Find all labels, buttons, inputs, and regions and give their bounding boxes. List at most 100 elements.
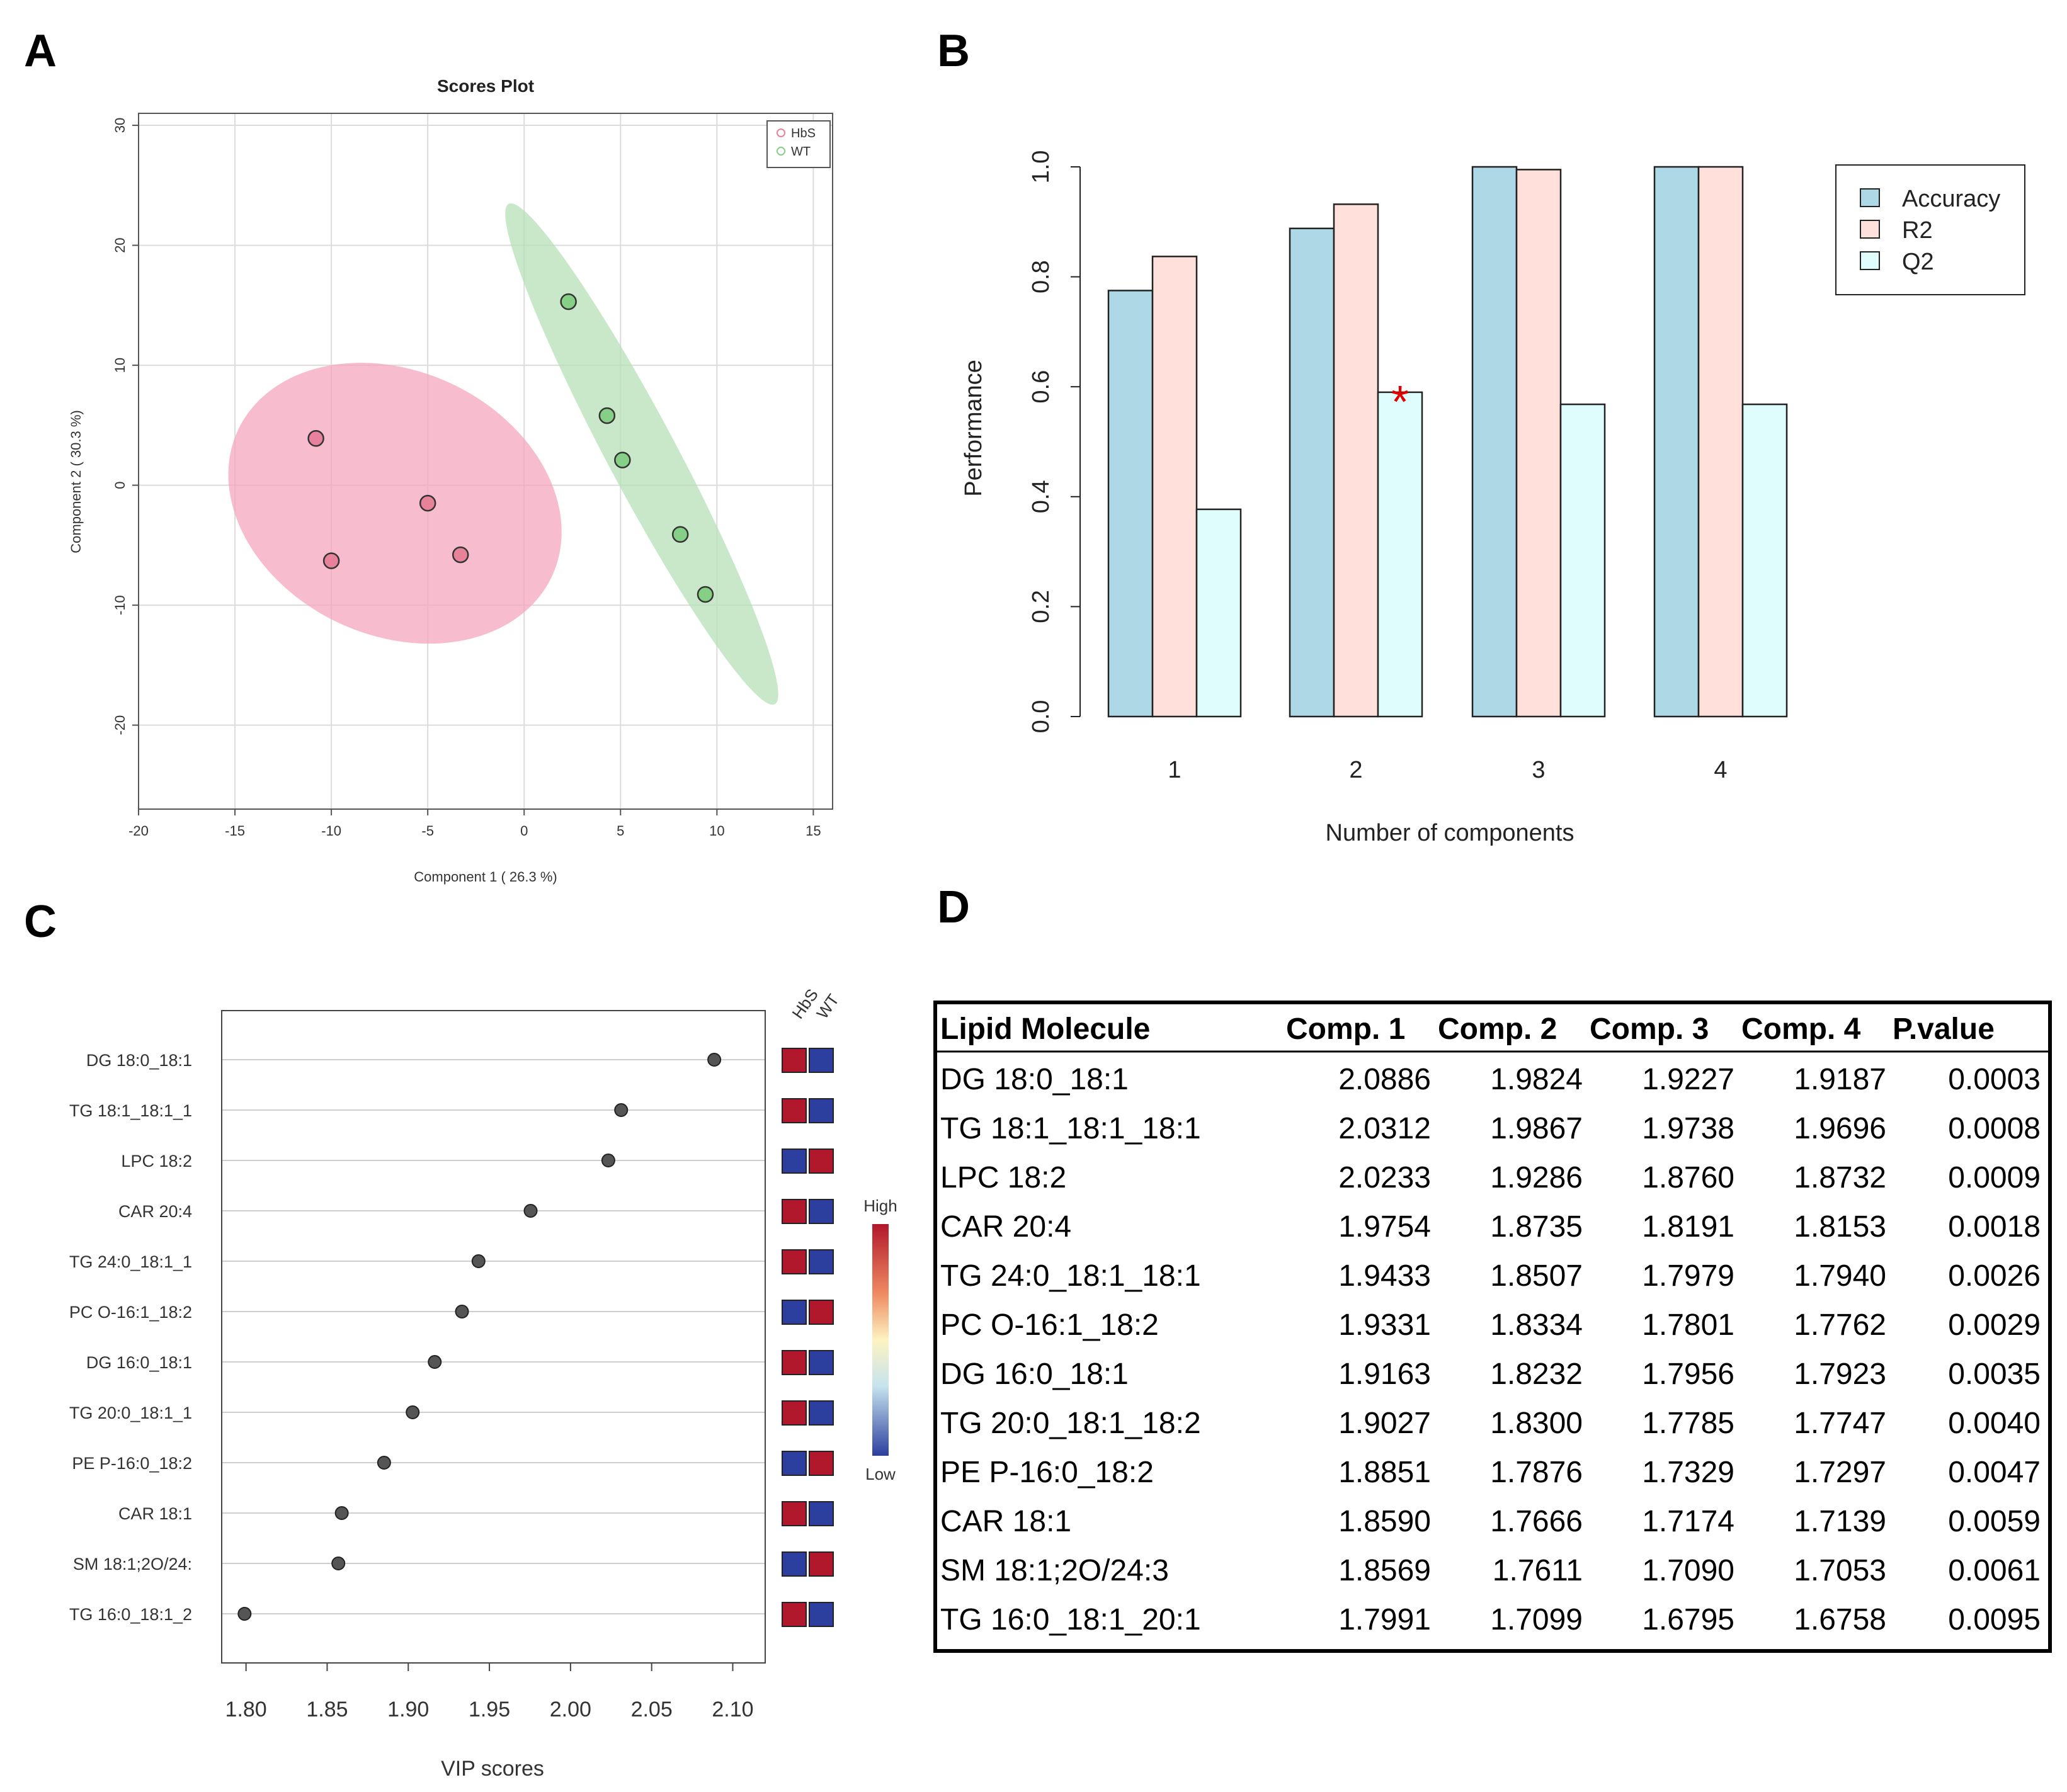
table-cell: TG 24:0_18:1_18:1 (940, 1259, 1201, 1293)
vip-table-panel: Lipid Molecule Comp. 1 Comp. 2 Comp. 3 Comp.… (933, 1001, 2052, 1653)
vip-lipid-label: SM 18:1;2O/24: (73, 1555, 192, 1574)
panel-letter-d: D (937, 882, 970, 933)
table-cell: 0.0040 (1948, 1407, 2041, 1440)
table-header-cell: P.value (1893, 1012, 1995, 1046)
wt-level-box (809, 1048, 834, 1073)
table-cell: 1.8851 (1338, 1456, 1431, 1489)
hbs-level-box (782, 1199, 807, 1224)
legend-hbs-label: HbS (791, 127, 816, 140)
r2-bar (1151, 256, 1198, 718)
table-cell: CAR 20:4 (940, 1210, 1071, 1244)
vip-table-frame (933, 1001, 2052, 1653)
wt-level-box (809, 1098, 834, 1123)
vip-dot (455, 1305, 469, 1318)
table-cell: 1.8760 (1642, 1161, 1734, 1194)
table-cell: 1.7940 (1794, 1259, 1886, 1293)
hbs-level-box (782, 1551, 807, 1577)
vip-dot (523, 1204, 538, 1218)
color-scale-bar (872, 1224, 889, 1456)
table-cell: 1.9867 (1490, 1112, 1583, 1145)
table-cell: 1.8569 (1338, 1554, 1431, 1587)
table-cell: 0.0018 (1948, 1210, 2041, 1244)
table-cell: 1.7801 (1642, 1308, 1734, 1342)
table-cell: 1.9433 (1338, 1259, 1431, 1293)
table-cell: 1.7876 (1490, 1456, 1583, 1489)
vip-dots (237, 1053, 722, 1621)
performance-legend: Accuracy R2 Q2 (1835, 164, 2025, 295)
table-cell: 1.9824 (1490, 1063, 1583, 1096)
panel-letter-b: B (937, 26, 970, 76)
scores-y-tick-label: -20 (112, 715, 128, 735)
table-cell: 1.8334 (1490, 1308, 1583, 1342)
vip-x-label: VIP scores (441, 1757, 544, 1781)
vip-dot (334, 1506, 349, 1520)
scores-x-tick-label: -20 (128, 823, 149, 839)
vip-dot (614, 1103, 629, 1117)
performance-panel: 0.0 0.2 0.4 0.6 0.8 1.0 1 2 3 4 * Number of comp… (960, 150, 2025, 846)
hbs-level-box (782, 1501, 807, 1526)
table-cell: 2.0312 (1338, 1112, 1431, 1145)
table-header-cell: Comp. 1 (1286, 1012, 1405, 1046)
wt-level-box (809, 1249, 834, 1274)
q2-bar (1377, 391, 1423, 718)
vip-table-body: DG 18:0_18:1 2.0886 1.9824 1.9227 1.9187 0.00… (940, 1063, 2041, 1636)
color-scale-high-label: High (863, 1196, 897, 1215)
scores-x-tick-label: -5 (421, 823, 434, 839)
vip-x-tick-label: 1.90 (387, 1698, 429, 1721)
vip-dot (601, 1154, 615, 1167)
vip-lipid-label: TG 24:0_18:1_1 (69, 1252, 192, 1271)
table-cell: 1.7923 (1794, 1358, 1886, 1391)
table-cell: 1.7979 (1642, 1259, 1734, 1293)
accuracy-bar (1653, 166, 1700, 718)
table-cell: 0.0026 (1948, 1259, 2041, 1293)
wt-level-box (809, 1300, 834, 1325)
hbs-level-box (782, 1451, 807, 1476)
vip-lipid-label: CAR 18:1 (118, 1504, 192, 1523)
scores-plot-x-ticks: -20 -15 -10 -5 0 5 10 15 (128, 809, 821, 839)
table-cell: CAR 18:1 (940, 1505, 1071, 1538)
accuracy-bar (1471, 166, 1518, 718)
performance-y-ticks: 0.0 0.2 0.4 0.6 0.8 1.0 (1028, 150, 1080, 733)
table-cell: 1.8590 (1338, 1505, 1431, 1538)
scores-y-tick-label: 30 (112, 118, 128, 133)
vip-dot (377, 1456, 391, 1470)
table-cell: 0.0008 (1948, 1112, 2041, 1145)
table-cell: 1.7329 (1642, 1456, 1734, 1489)
table-cell: 0.0095 (1948, 1603, 2041, 1636)
scores-x-tick-label: 10 (709, 823, 724, 839)
hbs-level-box (782, 1400, 807, 1426)
performance-y-tick-label: 0.4 (1028, 480, 1054, 513)
legend-r2-swatch (1860, 220, 1880, 239)
table-cell: 1.9696 (1794, 1112, 1886, 1145)
table-cell: SM 18:1;2O/24:3 (940, 1554, 1169, 1587)
hbs-score-point (419, 494, 436, 512)
table-cell: 1.8300 (1490, 1407, 1583, 1440)
vip-lipid-label: TG 16:0_18:1_2 (69, 1605, 192, 1624)
wt-level-box (809, 1400, 834, 1426)
table-cell: 1.9187 (1794, 1063, 1886, 1096)
scores-x-tick-label: -10 (321, 823, 341, 839)
vip-lipid-label: DG 18:0_18:1 (86, 1051, 192, 1070)
table-cell: 1.9227 (1642, 1063, 1734, 1096)
scores-y-tick-label: 0 (112, 481, 128, 489)
table-cell: 1.9754 (1338, 1210, 1431, 1244)
scores-x-tick-label: 5 (617, 823, 624, 839)
performance-y-tick-label: 0.2 (1028, 590, 1054, 623)
vip-x-tick-label: 1.85 (306, 1698, 348, 1721)
vip-x-tick-label: 2.05 (631, 1698, 673, 1721)
best-q2-marker: * (1391, 377, 1409, 428)
scores-plot-ellipses (228, 203, 778, 705)
scores-x-tick-label: 15 (806, 823, 821, 839)
r2-bar (1697, 166, 1744, 718)
vip-lipid-label: CAR 20:4 (118, 1202, 192, 1221)
color-scale-low-label: Low (865, 1465, 896, 1483)
table-cell: PE P-16:0_18:2 (940, 1456, 1154, 1489)
table-cell: 0.0009 (1948, 1161, 2041, 1194)
legend-q2-label: Q2 (1902, 249, 1934, 275)
group-label-hbs: HbS (788, 985, 822, 1023)
legend-wt-label: WT (791, 145, 811, 159)
wt-level-box (809, 1148, 834, 1174)
wt-score-point (614, 451, 631, 468)
wt-level-box (809, 1602, 834, 1627)
table-header-cell: Comp. 2 (1438, 1012, 1557, 1046)
